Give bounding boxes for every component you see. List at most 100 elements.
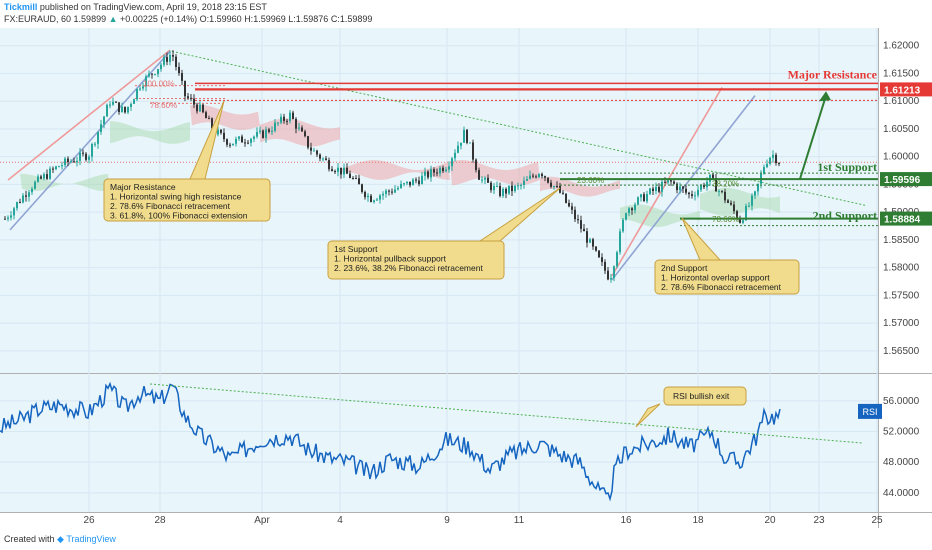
candle-body	[736, 211, 738, 219]
time-tick-label: 28	[154, 515, 166, 526]
candle-body	[163, 57, 165, 65]
candle-body	[49, 168, 51, 179]
candle-body	[454, 152, 456, 159]
support2-badge	[880, 211, 932, 226]
candle-body	[379, 195, 381, 200]
candle-body	[490, 182, 492, 191]
candle-body	[265, 129, 267, 138]
candle-body	[157, 69, 159, 75]
candle-body	[70, 161, 72, 163]
rsi-tick-label: 48.0000	[883, 457, 920, 468]
candle-body	[436, 172, 438, 174]
candle-body	[505, 188, 507, 194]
tradingview-brand[interactable]: TradingView	[66, 534, 116, 544]
candle-body	[403, 183, 405, 185]
callout-box	[327, 240, 505, 280]
candle-body	[466, 129, 468, 143]
price-tick-label: 1.57000	[883, 318, 920, 329]
candle-body	[232, 143, 234, 146]
candle-body	[268, 129, 270, 132]
time-tick-label: 26	[83, 515, 95, 526]
price-chart-area[interactable]: Major Resistance 1st Support 2nd Support 78…	[0, 28, 932, 528]
cloud-band	[700, 187, 780, 216]
candle-body	[568, 202, 570, 207]
candle-body	[625, 213, 627, 220]
candle-body	[325, 158, 327, 161]
candle-body	[502, 188, 504, 196]
candle-body	[664, 181, 666, 183]
price-tick-label: 1.60500	[883, 124, 920, 135]
candle-body	[676, 183, 678, 191]
cloud-band	[190, 104, 260, 130]
rsi-callout: RSI bullish exit	[635, 386, 747, 428]
candle-body	[448, 166, 450, 170]
candle-body	[91, 144, 93, 157]
time-tick-label: 9	[444, 515, 450, 526]
candle-body	[112, 101, 114, 105]
rsi-legend-label: RSI	[862, 407, 877, 417]
price-tick-label: 1.56500	[883, 346, 920, 357]
fib-label: 78.60%	[150, 101, 177, 110]
candle-body	[571, 206, 573, 210]
candle-body	[58, 166, 60, 168]
candle-body	[520, 184, 522, 186]
candle-body	[397, 187, 399, 190]
price-tick-label: 1.60000	[883, 152, 920, 163]
candle-body	[217, 129, 219, 135]
candle-body	[346, 167, 348, 174]
price-axis[interactable]: 1.62000 1.61500 1.61000 1.60500 1.60000 1.595…	[880, 41, 932, 499]
published-text: published on TradingView.com, April 19, …	[39, 2, 267, 12]
candle-body	[31, 188, 33, 193]
publisher-name[interactable]: Tickmill	[4, 2, 38, 12]
candle-body	[334, 171, 336, 173]
candle-body	[385, 190, 387, 194]
candle-body	[529, 175, 531, 179]
support1-badge	[880, 172, 932, 187]
candle-body	[751, 195, 753, 206]
callout-text: 2. 78.6% Fibonacci retracement	[661, 282, 782, 292]
candle-body	[439, 167, 441, 174]
time-axis[interactable]: 26 28 Apr 4 9 11 16 18 20 23 25	[83, 515, 883, 526]
candle-body	[328, 160, 330, 170]
candle-body	[754, 191, 756, 196]
candle-body	[457, 145, 459, 153]
candle-body	[655, 186, 657, 191]
candle-body	[727, 200, 729, 203]
publisher-line: Tickmill published on TradingView.com, A…	[4, 2, 267, 12]
candle-body	[274, 122, 276, 131]
up-arrow-icon: ▲	[108, 14, 118, 24]
created-with: Created with ◆ TradingView	[4, 534, 116, 545]
candle-body	[472, 142, 474, 160]
candle-body	[253, 136, 255, 139]
support2-value: 1.58884	[884, 215, 921, 226]
candle-body	[184, 80, 186, 97]
candle-body	[742, 220, 744, 223]
candle-body	[259, 130, 261, 132]
callout-text: 1. Horizontal swing high resistance	[110, 192, 242, 202]
candle-body	[514, 185, 516, 192]
candle-body	[106, 104, 108, 117]
candle-body	[409, 181, 411, 186]
candle-body	[301, 127, 303, 132]
fib-label: 23.60%	[577, 176, 604, 185]
candle-body	[43, 174, 45, 179]
candle-body	[82, 152, 84, 154]
candle-body	[634, 204, 636, 211]
candle-body	[115, 101, 117, 103]
rsi-tick-label: 52.0000	[883, 427, 920, 438]
fib-label: 38.20%	[712, 180, 739, 189]
price-tick-label: 1.57500	[883, 290, 920, 301]
candle-body	[172, 55, 174, 57]
resistance-badge	[880, 82, 932, 97]
candle-body	[271, 130, 273, 132]
candles	[4, 50, 780, 283]
candle-body	[469, 142, 471, 144]
candle-body	[493, 185, 495, 191]
candle-body	[766, 163, 768, 168]
callout-text: 2nd Support	[661, 263, 708, 273]
time-tick-label: 18	[692, 515, 704, 526]
symbol-label[interactable]: FX:EURAUD, 60	[4, 14, 72, 24]
candle-body	[262, 130, 264, 138]
candle-body	[475, 159, 477, 171]
